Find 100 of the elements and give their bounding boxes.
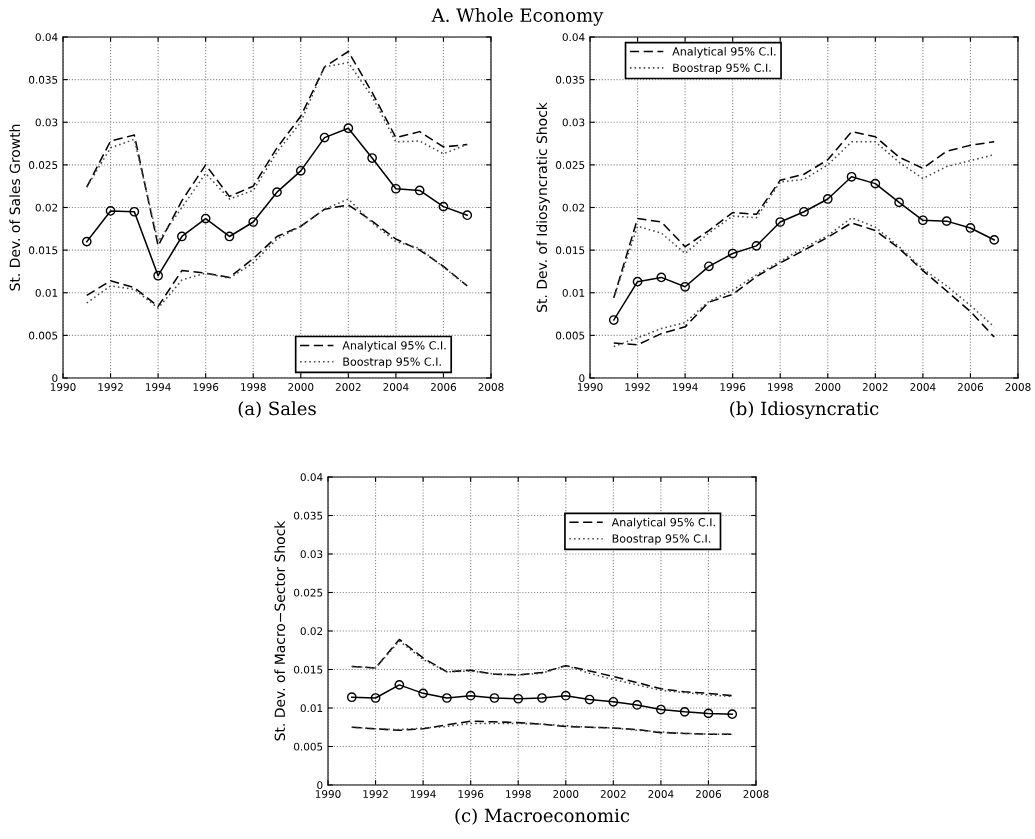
point	[846, 171, 857, 182]
point	[680, 281, 690, 292]
y-tick-label: 0.03	[300, 550, 323, 559]
point	[608, 315, 619, 325]
x-tick-label: 2006	[957, 383, 984, 391]
x-tick-label: 1994	[411, 790, 436, 798]
y-tick-label: 0.025	[556, 161, 585, 169]
legend-label: Boostrap 95% C.I.	[673, 63, 771, 75]
point	[727, 248, 738, 259]
point	[679, 706, 690, 717]
point	[894, 197, 904, 208]
x-tick-label: 2002	[862, 383, 888, 391]
legend-label: Boostrap 95% C.I.	[343, 357, 441, 368]
point	[704, 261, 714, 272]
point	[438, 201, 449, 212]
x-tick-label: 2006	[695, 790, 722, 798]
y-tick-label: 0.04	[35, 33, 58, 42]
y-tick-label: 0.005	[556, 331, 585, 340]
y-axis-title: St. Dev. of Macro−Sector Shock	[274, 520, 286, 741]
y-tick-label: 0.01	[35, 288, 58, 297]
x-tick-label: 1996	[720, 383, 746, 391]
point	[799, 206, 809, 217]
legend-label: Boostrap 95% C.I.	[612, 534, 711, 545]
y-tick-label: 0.035	[556, 75, 585, 84]
legend-label: Analytical 95% C.I.	[611, 517, 715, 529]
y-tick-label: 0.02	[300, 627, 323, 636]
point	[560, 690, 571, 701]
point	[727, 709, 738, 720]
x-tick-label: 2002	[335, 383, 361, 391]
point	[870, 178, 881, 189]
x-axis-title: (b) Idiosyncratic	[730, 401, 879, 420]
y-tick-label: 0.025	[29, 161, 58, 169]
y-tick-label: 0.005	[294, 742, 323, 751]
y-tick-label: 0.03	[35, 118, 58, 127]
y-tick-label: 0.035	[29, 75, 58, 84]
y-tick-label: 0.015	[294, 665, 323, 674]
point	[129, 206, 140, 217]
point	[703, 708, 714, 719]
point	[632, 276, 643, 287]
point	[989, 235, 1000, 245]
x-tick-label: 1998	[506, 790, 531, 798]
y-tick-label: 0.035	[294, 511, 323, 520]
point	[775, 217, 786, 227]
point	[584, 694, 595, 705]
x-tick-label: 2004	[648, 790, 674, 798]
x-tick-label: 1992	[363, 790, 388, 798]
y-tick-label: 0.03	[562, 118, 585, 127]
point	[537, 693, 547, 703]
point	[656, 272, 667, 283]
x-tick-label: 1990	[577, 383, 603, 391]
y-axis-title: St. Dev. of Sales Growth	[9, 124, 21, 291]
x-tick-label: 1990	[50, 383, 76, 391]
point	[414, 185, 425, 196]
x-tick-label: 1992	[98, 383, 123, 391]
x-tick-label: 1996	[458, 790, 484, 798]
point	[272, 187, 282, 198]
point	[105, 206, 116, 216]
point	[462, 210, 473, 221]
x-axis-title: (a) Sales	[238, 401, 316, 418]
y-tick-label: 0.025	[294, 588, 323, 597]
y-tick-label: 0.01	[562, 288, 585, 297]
point	[177, 231, 187, 242]
point	[965, 223, 976, 233]
y-tick-label: 0.015	[29, 246, 58, 255]
x-tick-label: 1998	[241, 383, 266, 391]
y-tick-label: 0	[579, 374, 585, 383]
point	[224, 231, 235, 242]
point	[394, 680, 405, 690]
point	[346, 692, 357, 703]
point	[153, 270, 163, 281]
y-tick-label: 0.005	[29, 331, 58, 340]
point	[632, 700, 642, 710]
x-tick-label: 1996	[193, 383, 219, 391]
point	[418, 688, 428, 699]
point	[442, 693, 452, 703]
x-axis-title: (c) Macroeconomic	[455, 808, 630, 825]
y-tick-label: 0	[52, 374, 58, 383]
point	[941, 216, 952, 227]
point	[608, 696, 619, 707]
point	[918, 215, 928, 226]
point	[295, 165, 306, 176]
point	[248, 217, 259, 227]
x-tick-label: 2006	[430, 383, 457, 391]
x-tick-label: 2000	[815, 383, 841, 391]
x-tick-label: 2004	[383, 383, 409, 391]
x-tick-label: 2008	[743, 790, 769, 798]
chart-title: A. Whole Economy	[431, 8, 604, 26]
y-tick-label: 0.04	[562, 33, 585, 42]
point	[81, 236, 92, 247]
x-tick-label: 2004	[910, 383, 936, 391]
x-tick-label: 1992	[625, 383, 650, 391]
x-tick-label: 2008	[1005, 383, 1031, 391]
x-tick-label: 1994	[673, 383, 698, 391]
point	[343, 123, 354, 134]
y-tick-label: 0.02	[562, 203, 585, 212]
y-tick-label: 0	[317, 781, 323, 790]
x-tick-label: 1998	[768, 383, 793, 391]
y-tick-label: 0.02	[35, 203, 58, 212]
y-axis-title: St. Dev. of Idiosyncratic Shock	[536, 102, 550, 312]
y-tick-label: 0.01	[300, 704, 323, 713]
